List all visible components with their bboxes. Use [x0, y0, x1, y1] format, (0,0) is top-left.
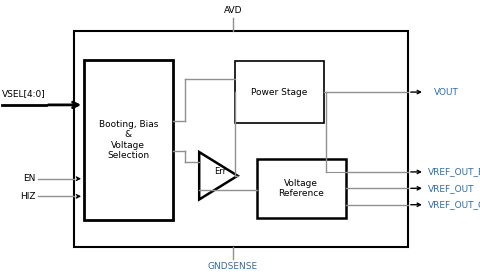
Text: VREF_OUT_EN: VREF_OUT_EN	[428, 167, 480, 176]
Text: GNDSENSE: GNDSENSE	[208, 262, 258, 271]
Text: Booting, Bias
&
Voltage
Selection: Booting, Bias & Voltage Selection	[99, 120, 158, 160]
Text: Power Stage: Power Stage	[252, 88, 308, 97]
Bar	[84, 60, 173, 220]
Text: HIZ: HIZ	[21, 192, 36, 201]
Bar	[235, 61, 324, 123]
Bar	[257, 159, 346, 218]
Text: Voltage
Reference: Voltage Reference	[278, 179, 324, 198]
Polygon shape	[199, 152, 238, 199]
Text: VREF_OUT: VREF_OUT	[428, 184, 475, 193]
Text: EN: EN	[24, 174, 36, 183]
Text: VOUT: VOUT	[434, 88, 459, 97]
Text: Err: Err	[214, 167, 227, 176]
Text: AVD: AVD	[224, 6, 242, 15]
Text: VREF_OUT_OK: VREF_OUT_OK	[428, 200, 480, 209]
Bar	[74, 31, 408, 247]
Text: VSEL[4:0]: VSEL[4:0]	[2, 89, 46, 98]
